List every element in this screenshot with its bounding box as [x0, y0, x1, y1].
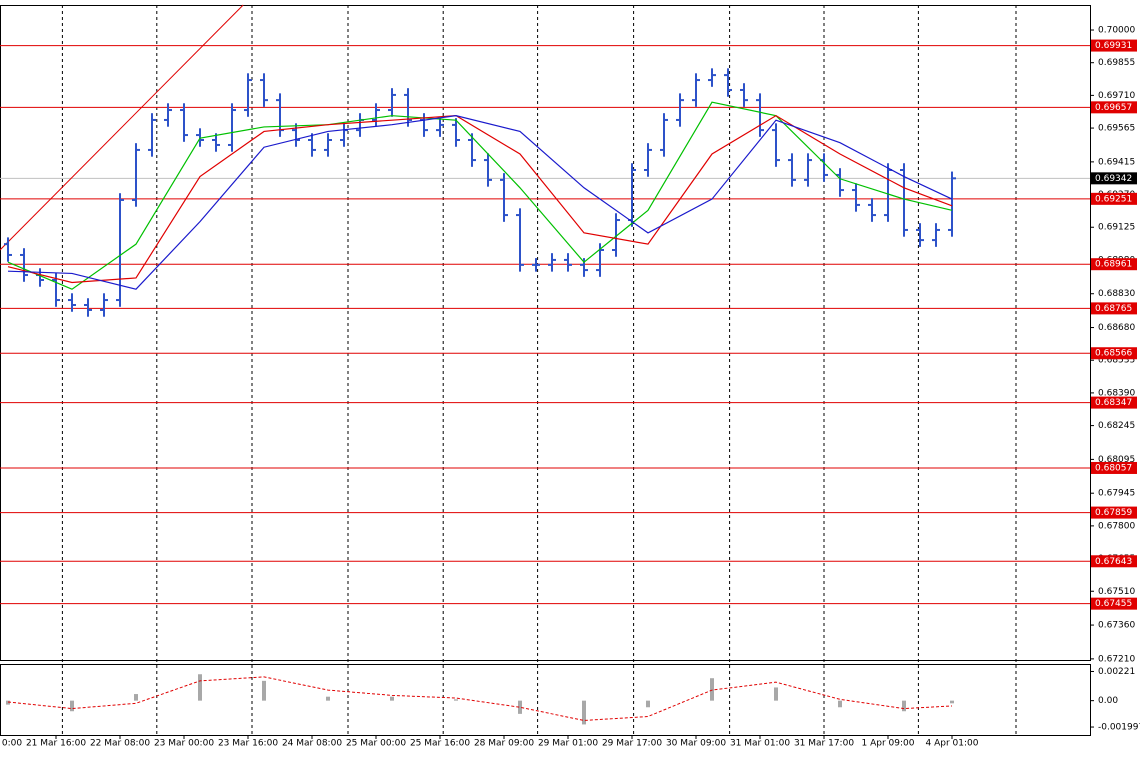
level-label-box	[1091, 192, 1137, 205]
indicator-frame	[0, 664, 1091, 736]
level-label-box	[1091, 506, 1137, 519]
y-tick-label: 0.67510	[1098, 587, 1135, 597]
histogram-bar	[774, 687, 778, 701]
level-label: 0.69931	[1095, 41, 1132, 51]
y-tick-label: 0.67210	[1098, 654, 1135, 664]
histogram-bar	[454, 699, 458, 701]
current-price-box	[1091, 172, 1137, 185]
histogram-bar	[902, 700, 906, 712]
y-tick-label: 0.67800	[1098, 521, 1135, 531]
y-tick-label: 0.69415	[1098, 157, 1135, 167]
histogram-bar	[518, 700, 522, 714]
level-label: 0.67859	[1095, 508, 1132, 518]
x-tick-label: 1 Apr 09:00	[862, 739, 915, 749]
x-tick-label: 31 Mar 01:00	[730, 739, 790, 749]
level-label-box	[1091, 396, 1137, 409]
level-label-box	[1091, 461, 1137, 474]
x-tick-label: 30 Mar 09:00	[666, 739, 726, 749]
y-tick-label: 0.69565	[1098, 124, 1135, 134]
x-tick-label: 31 Mar 17:00	[794, 739, 854, 749]
x-tick-label: 0:00	[2, 739, 22, 749]
y-tick-label: 0.68535	[1098, 356, 1135, 366]
y-tick-label: 0.68680	[1098, 323, 1135, 333]
x-tick-label: 24 Mar 08:00	[282, 739, 342, 749]
level-label: 0.69251	[1095, 194, 1132, 204]
x-tick-label: 4 Apr 01:00	[926, 739, 979, 749]
level-label: 0.68765	[1095, 304, 1132, 314]
histogram-bar	[582, 700, 586, 725]
moving-average	[7, 114, 953, 284]
y-tick-label: 0.67360	[1098, 621, 1135, 631]
histogram-bar	[326, 696, 330, 701]
y-tick-label: 0.00221	[1098, 667, 1135, 677]
y-tick-label: 0.68245	[1098, 421, 1135, 431]
histogram-bar	[950, 700, 954, 704]
x-tick-label: 25 Mar 00:00	[346, 739, 406, 749]
y-tick-label: 0.69855	[1098, 58, 1135, 68]
y-tick-label: 0.00	[1098, 696, 1118, 706]
level-label: 0.67455	[1095, 599, 1132, 609]
histogram-bar	[710, 678, 714, 701]
histogram-bar	[70, 700, 74, 712]
x-tick-label: 22 Mar 08:00	[90, 739, 150, 749]
y-tick-label: 0.70000	[1098, 26, 1135, 36]
histogram-bar	[6, 700, 10, 705]
level-label-box	[1091, 101, 1137, 114]
histogram-bar	[838, 700, 842, 708]
x-tick-label: 23 Mar 16:00	[218, 739, 278, 749]
y-tick-label: 0.67945	[1098, 489, 1135, 499]
x-tick-label: 23 Mar 00:00	[154, 739, 214, 749]
y-tick-label: -0.001997	[1098, 723, 1140, 733]
current-price-label: 0.69342	[1095, 174, 1132, 184]
level-label: 0.69657	[1095, 103, 1132, 113]
x-tick-label: 29 Mar 17:00	[602, 739, 662, 749]
level-label-box	[1091, 302, 1137, 315]
y-tick-label: 0.69710	[1098, 91, 1135, 101]
x-tick-label: 21 Mar 16:00	[26, 739, 86, 749]
histogram-bar	[262, 680, 266, 701]
x-tick-label: 28 Mar 09:00	[474, 739, 534, 749]
y-tick-label: 0.68390	[1098, 388, 1135, 398]
histogram-bar	[390, 696, 394, 701]
histogram-bar	[134, 694, 138, 701]
histogram-bar	[198, 674, 202, 701]
y-tick-label: 0.68830	[1098, 289, 1135, 299]
level-label-box	[1091, 555, 1137, 568]
x-tick-label: 29 Mar 01:00	[538, 739, 598, 749]
level-label: 0.68347	[1095, 398, 1132, 408]
histogram-bar	[646, 700, 650, 708]
level-label-box	[1091, 258, 1137, 271]
signal-line	[7, 676, 953, 721]
moving-average	[7, 101, 953, 290]
moving-average	[7, 115, 953, 290]
level-label-box	[1091, 347, 1137, 360]
level-label: 0.67643	[1095, 557, 1132, 567]
y-tick-label: 0.69125	[1098, 223, 1135, 233]
level-label: 0.68566	[1095, 349, 1132, 359]
trendline	[0, 4, 244, 251]
main-frame	[0, 5, 1091, 661]
x-tick-label: 25 Mar 16:00	[410, 739, 470, 749]
level-label-box	[1091, 597, 1137, 610]
level-label-box	[1091, 39, 1137, 52]
level-label: 0.68057	[1095, 463, 1132, 473]
y-tick-label: 0.68095	[1098, 455, 1135, 465]
level-label: 0.68961	[1095, 260, 1132, 270]
